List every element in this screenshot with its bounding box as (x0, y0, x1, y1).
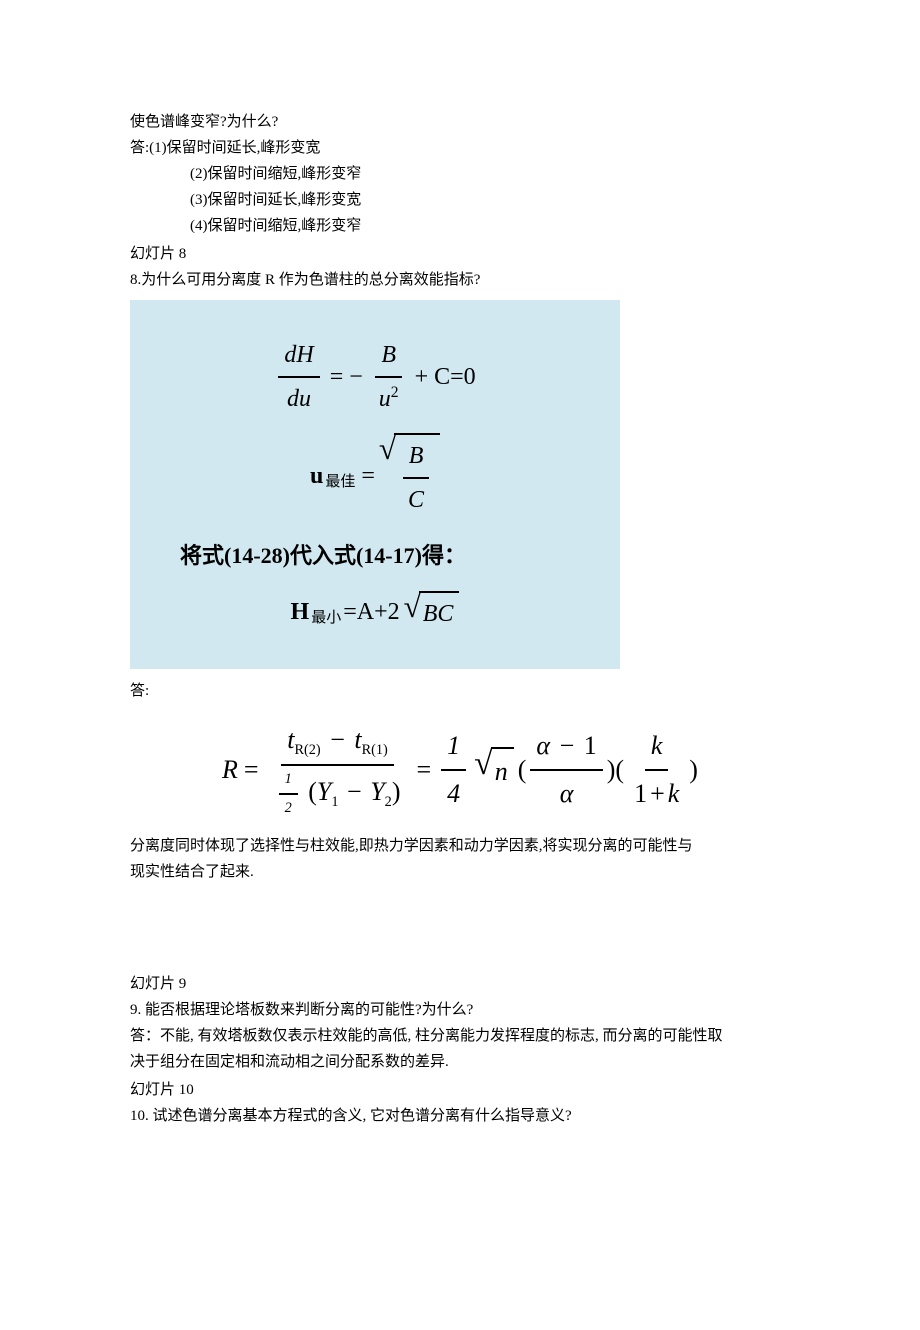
eq4-sqrt: √ BC (404, 591, 460, 633)
resolution-formula: R = tR(2) − tR(1) 12 (Y1 − Y2) = 1 4 √ n… (130, 719, 790, 820)
f1-den: 12 (Y1 − Y2) (269, 766, 407, 820)
f3n-1: 1 (584, 731, 597, 760)
f-sqrt-n: n (491, 747, 514, 793)
f1d-h1: 1 (279, 768, 298, 795)
f4-den: 1+k (628, 771, 685, 815)
f1d-s2: 2 (385, 794, 392, 810)
eq-3-text: 将式(14-28)代入式(14-17)得： (160, 538, 590, 573)
f-eq2: = (417, 749, 432, 791)
eq-4: H 最小 =A+2 √ BC (160, 591, 590, 633)
eq1-mid: = − (330, 358, 363, 396)
eq1-num: dH (278, 336, 319, 378)
f1d-h2: 2 (279, 795, 298, 820)
eq-2: u 最佳 = √ B C (160, 433, 590, 520)
f3-den: α (554, 771, 580, 815)
a7-4: (4)保留时间缩短,峰形变窄 (130, 214, 790, 238)
f1n-s2: R(1) (362, 742, 388, 758)
a9-2: 决于组分在固定相和流动相之间分配系数的差异. (130, 1050, 790, 1074)
slide-8-label: 幻灯片 8 (130, 242, 790, 266)
f-rp2: ) (689, 749, 698, 791)
f1n-s1: R(2) (294, 742, 320, 758)
f-rp1: ) (607, 749, 616, 791)
answer-label: 答: (130, 679, 790, 703)
q7-tail: 使色谱峰变窄?为什么? (130, 110, 790, 134)
f4d-1: 1 (634, 779, 647, 808)
q8: 8.为什么可用分离度 R 作为色谱柱的总分离效能指标? (130, 268, 790, 292)
f1d-s1: 1 (331, 794, 338, 810)
q9: 9. 能否根据理论塔板数来判断分离的可能性?为什么? (130, 998, 790, 1022)
slide-10-label: 幻灯片 10 (130, 1078, 790, 1102)
f-lp1: ( (518, 749, 527, 791)
f4d-k: k (668, 779, 680, 808)
eq1-rnum: B (375, 336, 402, 378)
f1d-m: − (347, 777, 362, 806)
equation-block: dH du = − B u2 + C=0 u 最佳 = √ B C 将式(14-… (130, 300, 620, 669)
eq1-den: du (281, 378, 317, 418)
f1d-y1: Y (317, 777, 331, 806)
a9-1: 答：不能, 有效塔板数仅表示柱效能的高低, 柱分离能力发挥程度的标志, 而分离的… (130, 1024, 790, 1048)
f1n-minus: − (330, 725, 345, 754)
f1n-t2: t (354, 725, 361, 754)
f-sqrt: √ n (474, 747, 514, 793)
f2-den: 4 (441, 771, 466, 815)
eq2-lhs-cjk: 最佳 (325, 470, 355, 494)
f2-num: 1 (441, 725, 466, 771)
f3-num: α − 1 (530, 725, 602, 771)
explain-1: 分离度同时体现了选择性与柱效能,即热力学因素和动力学因素,将实现分离的可能性与 (130, 834, 790, 858)
eq2-sqrt-num: B (403, 437, 430, 479)
f1d-y2: Y (370, 777, 384, 806)
eq1-tail: + C=0 (415, 358, 476, 396)
a7-2: (2)保留时间缩短,峰形变窄 (130, 162, 790, 186)
f4-num: k (645, 725, 669, 771)
eq1-rden-exp: 2 (391, 384, 399, 401)
eq1-rden-base: u (379, 386, 391, 412)
f4d-p: + (650, 779, 665, 808)
eq2-sqrt-den: C (402, 479, 430, 519)
f3n-a: α (536, 731, 550, 760)
eq1-rden: u2 (373, 378, 405, 418)
a7-1: 答:(1)保留时间延长,峰形变宽 (130, 136, 790, 160)
eq-1: dH du = − B u2 + C=0 (160, 336, 590, 419)
eq2-eq: = (361, 457, 375, 495)
f-eq1: = (244, 749, 259, 791)
q10: 10. 试述色谱分离基本方程式的含义, 它对色谱分离有什么指导意义? (130, 1104, 790, 1128)
eq2-lhs: u (310, 457, 323, 495)
spacer (130, 886, 790, 966)
eq4-lhs-cjk: 最小 (311, 606, 341, 630)
slide-9-label: 幻灯片 9 (130, 972, 790, 996)
eq4-lhs: H (291, 593, 310, 631)
eq2-sqrt: √ B C (379, 433, 440, 520)
f3n-m: − (560, 731, 575, 760)
f1-num: tR(2) − tR(1) (281, 719, 394, 766)
eq4-sqrt-rad: BC (419, 591, 460, 633)
a7-3: (3)保留时间延长,峰形变宽 (130, 188, 790, 212)
f-lp2: ( (615, 749, 624, 791)
explain-2: 现实性结合了起来. (130, 860, 790, 884)
f-R: R (222, 749, 238, 791)
eq4-mid: =A+2 (343, 593, 399, 631)
